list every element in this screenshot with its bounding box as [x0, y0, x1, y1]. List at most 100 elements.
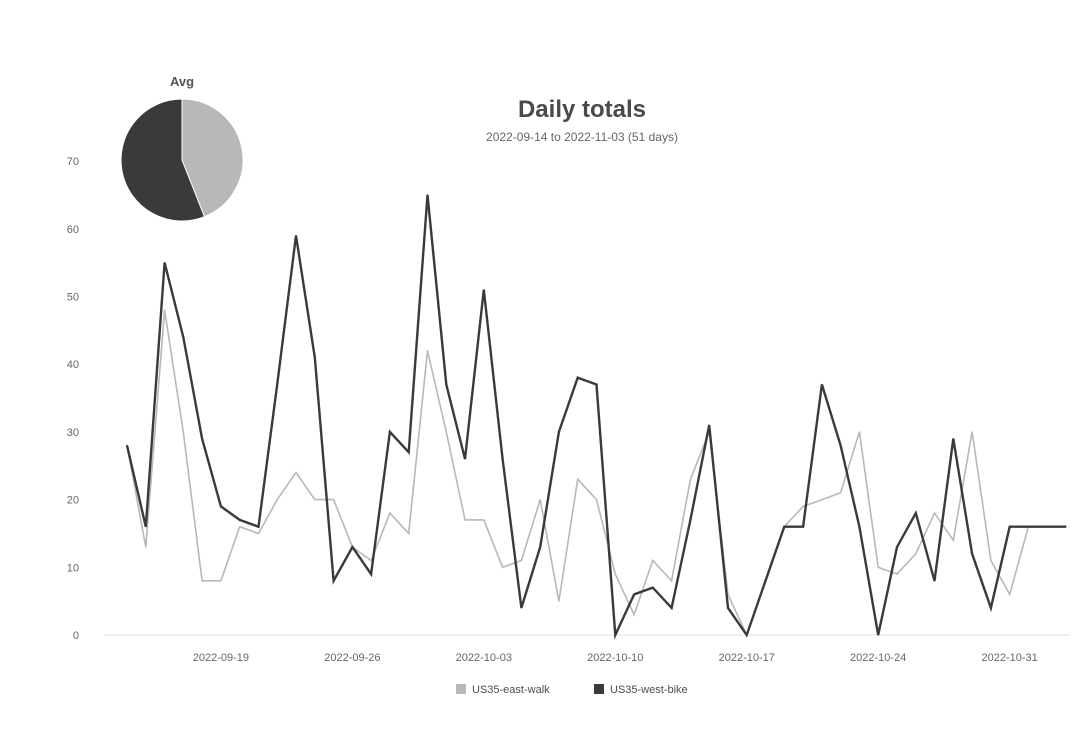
chart-subtitle: 2022-09-14 to 2022-11-03 (51 days)	[486, 130, 678, 144]
data-point[interactable]	[595, 499, 598, 501]
legend[interactable]: US35-east-walk US35-west-bike	[456, 684, 688, 696]
data-point[interactable]	[408, 532, 410, 535]
data-point[interactable]	[201, 580, 203, 582]
data-point[interactable]	[858, 431, 861, 433]
data-point[interactable]	[332, 580, 335, 582]
data-point[interactable]	[370, 559, 372, 562]
data-point[interactable]	[802, 526, 804, 528]
data-point[interactable]	[990, 559, 992, 562]
data-point[interactable]	[671, 607, 673, 609]
data-point[interactable]	[445, 383, 447, 386]
data-point[interactable]	[652, 559, 654, 562]
data-point[interactable]	[577, 377, 579, 379]
data-point[interactable]	[1046, 526, 1048, 528]
data-point[interactable]	[764, 580, 767, 582]
data-point[interactable]	[426, 350, 429, 352]
data-point[interactable]	[633, 593, 635, 595]
data-point[interactable]	[915, 512, 917, 514]
data-point[interactable]	[408, 451, 410, 453]
data-point[interactable]	[558, 431, 560, 433]
data-point[interactable]	[314, 499, 316, 501]
data-point[interactable]	[502, 566, 504, 568]
series-line[interactable]	[125, 194, 1066, 640]
data-point[interactable]	[295, 471, 297, 474]
data-point[interactable]	[877, 634, 879, 636]
series-line[interactable]	[126, 309, 1066, 638]
data-point[interactable]	[727, 607, 729, 609]
data-point[interactable]	[126, 444, 128, 447]
data-point[interactable]	[502, 458, 504, 460]
data-point[interactable]	[464, 519, 466, 521]
data-point[interactable]	[577, 478, 579, 480]
data-point[interactable]	[614, 573, 616, 575]
data-point[interactable]	[633, 614, 635, 616]
data-point[interactable]	[520, 559, 522, 562]
data-point[interactable]	[952, 539, 954, 541]
data-point[interactable]	[671, 580, 673, 582]
pie-slice-us35-west-bike[interactable]	[120, 98, 206, 222]
data-point[interactable]	[1009, 593, 1011, 595]
data-point[interactable]	[896, 546, 898, 548]
data-point[interactable]	[295, 234, 297, 237]
data-point[interactable]	[351, 546, 353, 548]
data-point[interactable]	[445, 431, 447, 433]
data-point[interactable]	[1009, 526, 1011, 528]
data-point[interactable]	[802, 505, 804, 507]
data-point[interactable]	[539, 546, 541, 548]
legend-item-us35-east-walk[interactable]: US35-east-walk	[456, 684, 550, 696]
data-point[interactable]	[332, 499, 335, 501]
legend-item-us35-west-bike[interactable]: US35-west-bike	[594, 684, 688, 696]
data-point[interactable]	[426, 194, 429, 196]
data-point[interactable]	[877, 566, 879, 568]
data-point[interactable]	[276, 499, 278, 501]
data-point[interactable]	[389, 431, 391, 433]
data-point[interactable]	[464, 458, 466, 460]
data-point[interactable]	[314, 356, 316, 359]
data-point[interactable]	[370, 573, 372, 575]
data-point[interactable]	[990, 607, 992, 609]
data-point[interactable]	[145, 546, 147, 548]
data-point[interactable]	[220, 580, 222, 582]
data-point[interactable]	[539, 499, 541, 501]
data-point[interactable]	[783, 526, 785, 528]
data-point[interactable]	[1027, 526, 1030, 528]
data-point[interactable]	[163, 309, 166, 311]
data-point[interactable]	[520, 607, 522, 609]
data-point[interactable]	[483, 519, 485, 521]
data-point[interactable]	[483, 289, 485, 291]
data-point[interactable]	[858, 526, 861, 528]
data-point[interactable]	[840, 492, 842, 494]
data-point[interactable]	[821, 499, 823, 501]
data-point[interactable]	[708, 424, 710, 426]
data-point[interactable]	[257, 526, 260, 528]
data-point[interactable]	[257, 532, 260, 535]
data-point[interactable]	[220, 505, 222, 507]
data-point[interactable]	[1065, 526, 1067, 528]
data-point[interactable]	[746, 634, 748, 636]
data-point[interactable]	[689, 519, 692, 521]
data-point[interactable]	[201, 438, 203, 440]
data-point[interactable]	[145, 526, 147, 528]
data-point[interactable]	[971, 431, 973, 433]
data-point[interactable]	[558, 600, 560, 602]
data-point[interactable]	[821, 383, 823, 386]
data-point[interactable]	[239, 526, 241, 528]
data-point[interactable]	[389, 512, 391, 514]
data-point[interactable]	[915, 553, 917, 555]
data-point[interactable]	[595, 383, 598, 386]
data-point[interactable]	[933, 580, 936, 582]
data-point[interactable]	[971, 553, 973, 555]
data-point[interactable]	[840, 444, 842, 447]
data-point[interactable]	[276, 383, 278, 386]
data-point[interactable]	[689, 478, 692, 480]
data-point[interactable]	[182, 431, 184, 433]
data-point[interactable]	[614, 634, 616, 636]
data-point[interactable]	[652, 587, 654, 589]
data-point[interactable]	[182, 336, 184, 338]
data-point[interactable]	[933, 512, 936, 514]
data-point[interactable]	[239, 519, 241, 521]
data-point[interactable]	[163, 262, 166, 264]
data-point[interactable]	[896, 573, 898, 575]
pie-slice-us35-east-walk[interactable]	[181, 98, 244, 218]
data-point[interactable]	[952, 438, 954, 440]
